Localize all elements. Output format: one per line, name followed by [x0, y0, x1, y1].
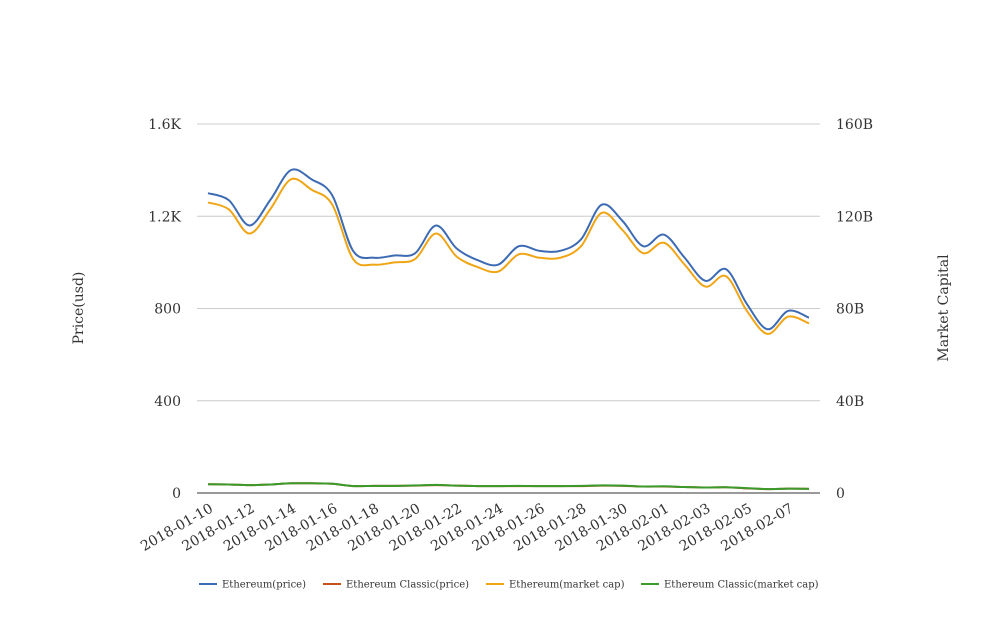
series-lines	[207, 168, 810, 491]
right-tick-label: 80B	[836, 302, 864, 318]
left-axis-ticks: 0 400 800 1.2K 1.6K	[148, 117, 181, 502]
grid-lines	[197, 123, 820, 494]
right-tick-label: 0	[836, 486, 845, 502]
legend-label: Ethereum(price)	[222, 580, 306, 591]
left-tick-label: 0	[172, 486, 181, 502]
left-tick-label: 800	[154, 302, 181, 318]
legend-label: Ethereum Classic(price)	[346, 580, 469, 591]
series-line-4	[207, 482, 810, 491]
left-axis-title: Price(usd)	[71, 272, 87, 345]
x-axis-ticks: 2018-01-102018-01-122018-01-142018-01-16…	[138, 501, 796, 555]
legend-label: Ethereum(market cap)	[509, 580, 625, 591]
left-tick-label: 1.2K	[148, 209, 181, 225]
series-line-1	[207, 168, 810, 331]
left-tick-label: 1.6K	[148, 117, 181, 133]
right-axis-title: Market Capital	[936, 254, 952, 362]
right-tick-label: 160B	[836, 117, 873, 133]
legend-label: Ethereum Classic(market cap)	[664, 580, 819, 591]
right-tick-label: 120B	[836, 209, 873, 225]
series-line-3	[207, 177, 810, 335]
right-axis-ticks: 0 40B 80B 120B 160B	[836, 117, 873, 502]
left-tick-label: 400	[154, 394, 181, 410]
legend: Ethereum(price) Ethereum Classic(price) Et…	[199, 580, 819, 591]
right-tick-label: 40B	[836, 394, 864, 410]
